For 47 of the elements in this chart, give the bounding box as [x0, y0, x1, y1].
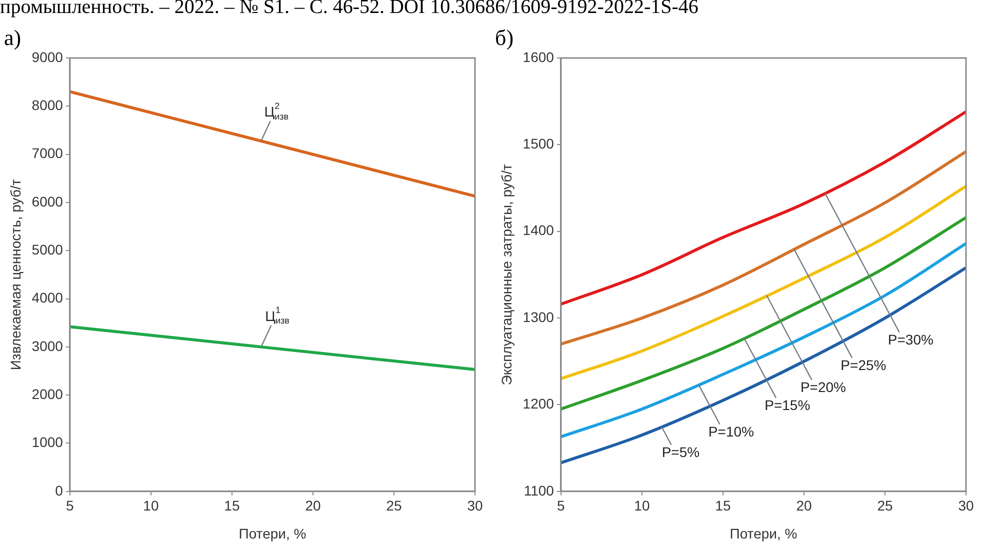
- x-axis-title: Потери, %: [730, 525, 798, 542]
- annotation: P=5%: [662, 444, 700, 460]
- y-axis-title: Эксплуатационные затраты, руб/т: [498, 164, 514, 386]
- x-tick-label: 20: [305, 498, 321, 514]
- x-tick-label: 20: [796, 498, 812, 514]
- annotation: P=15%: [764, 397, 810, 414]
- x-tick-label: 30: [467, 498, 483, 514]
- line-series: [560, 150, 966, 346]
- y-tick-label: 8000: [32, 97, 64, 114]
- y-tick-label: 1500: [522, 136, 554, 152]
- y-tick-label: 7000: [32, 145, 64, 162]
- x-tick-label: 10: [634, 498, 650, 514]
- chart-title: б): [495, 25, 514, 50]
- x-tick-label: 10: [143, 498, 159, 514]
- y-tick-label: 2000: [32, 386, 64, 402]
- annotation: P=20%: [800, 379, 846, 396]
- text: промышленность. – 2022. – № S1. – С. 46-52. DOI 10.30686/1609-9192-2022-1S-46: [0, 0, 698, 18]
- y-tick-label: 9000: [32, 48, 64, 65]
- line-series: [560, 242, 966, 438]
- y-tick-label: 0: [55, 482, 64, 498]
- line-series: [560, 184, 966, 380]
- x-tick-label: 5: [557, 498, 566, 514]
- y-tick-label: 1300: [522, 308, 554, 325]
- line-series: [560, 266, 966, 464]
- y-tick-label: 1000: [32, 434, 64, 450]
- x-tick-label: 25: [386, 498, 402, 514]
- x-tick-label: 5: [66, 498, 74, 514]
- line-series: [560, 216, 966, 411]
- y-tick-label: 6000: [32, 193, 64, 210]
- x-tick-label: 25: [877, 498, 893, 514]
- chart-title: а): [4, 25, 22, 50]
- annotation: P=25%: [840, 357, 886, 374]
- y-tick-label: 1600: [522, 48, 554, 65]
- y-axis-title: Извлекаемая ценность, руб/т: [7, 178, 24, 370]
- y-tick-label: 5000: [32, 241, 64, 258]
- x-tick-label: 15: [224, 498, 240, 514]
- x-tick-label: 15: [715, 498, 731, 514]
- annotation: P=10%: [708, 424, 754, 440]
- y-tick-label: 4000: [32, 290, 64, 306]
- x-axis-title: Потери, %: [238, 525, 306, 542]
- annotation: P=30%: [888, 332, 934, 348]
- y-tick-label: 1200: [522, 396, 554, 412]
- line-series: [560, 110, 966, 306]
- x-tick-label: 30: [958, 498, 974, 514]
- y-tick-label: 1400: [522, 222, 554, 238]
- y-tick-label: 1100: [524, 482, 554, 498]
- y-tick-label: 3000: [32, 338, 64, 354]
